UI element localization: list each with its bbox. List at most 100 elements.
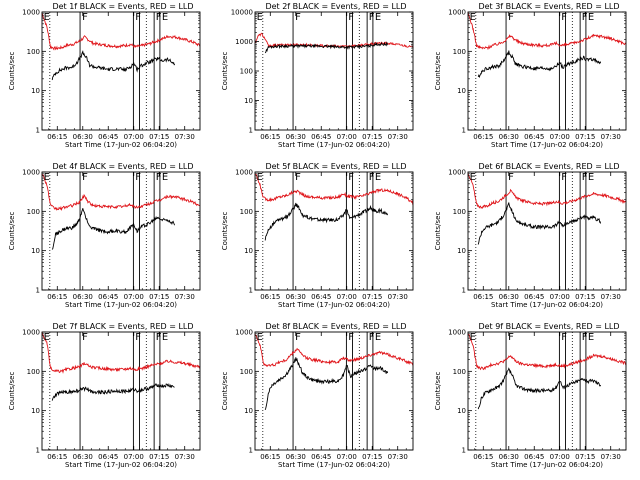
flag-label: F [348, 12, 354, 23]
flag-label: F [156, 172, 162, 183]
y-tick-label: 10 [457, 87, 466, 95]
plot-frame [467, 171, 627, 291]
y-tick-label: 10 [457, 407, 466, 415]
lld-series-line [467, 11, 627, 51]
x-axis-label: Start Time (17-Jun-02 06:04:20) [278, 141, 390, 149]
flag-label: E [44, 332, 50, 343]
chart-title: Det 7f BLACK = Events, RED = LLD [52, 322, 193, 331]
x-tick-label: 06:45 [311, 293, 331, 301]
x-tick-label: 07:15 [575, 133, 595, 141]
x-tick-label: 07:00 [124, 133, 144, 141]
y-tick-label: 100 [27, 208, 40, 216]
flag-label: F [508, 12, 514, 23]
lld-series-line [467, 172, 627, 209]
events-series-line [51, 50, 175, 81]
flag-label: E [162, 332, 168, 343]
x-tick-label: 06:30 [499, 133, 519, 141]
x-tick-label: 07:15 [575, 453, 595, 461]
flag-label: E [162, 172, 168, 183]
detector-panel: Det 5f BLACK = Events, RED = LLD E F F F E 1 10… [213, 160, 426, 320]
y-tick-label: 10 [31, 247, 40, 255]
x-axis-label: Start Time (17-Jun-02 06:04:20) [278, 301, 390, 309]
events-series-line [477, 367, 601, 410]
x-tick-label: 07:15 [575, 293, 595, 301]
detector-panel: Det 1f BLACK = Events, RED = LLD E F F F E 1 10… [0, 0, 213, 160]
x-tick-label: 07:30 [388, 453, 408, 461]
y-tick-label: 100 [240, 68, 253, 76]
flag-label: F [295, 12, 301, 23]
chart-title: Det 3f BLACK = Events, RED = LLD [478, 2, 619, 11]
x-tick-label: 07:15 [362, 453, 382, 461]
x-tick-label: 07:00 [337, 133, 357, 141]
x-tick-label: 07:30 [388, 293, 408, 301]
events-series-line [264, 41, 388, 54]
y-tick-label: 10 [244, 247, 253, 255]
y-tick-label: 1 [249, 127, 253, 135]
x-tick-label: 06:15 [260, 133, 280, 141]
y-tick-label: 100 [240, 208, 253, 216]
plot-frame [467, 331, 627, 451]
events-series-line [477, 50, 601, 79]
detector-panel: Det 8f BLACK = Events, RED = LLD E F F F E 1 10… [213, 320, 426, 480]
detector-panel: Det 9f BLACK = Events, RED = LLD E F F F E 1 10… [426, 320, 639, 480]
events-series-line [264, 202, 388, 241]
y-tick-label: 1000 [22, 9, 40, 17]
x-tick-label: 06:45 [524, 293, 544, 301]
x-tick-label: 07:00 [124, 453, 144, 461]
x-tick-label: 06:45 [311, 453, 331, 461]
y-tick-label: 1 [462, 127, 466, 135]
flag-label: E [44, 12, 50, 23]
events-series-line [477, 201, 601, 245]
y-tick-label: 10 [457, 247, 466, 255]
flag-label: F [582, 12, 588, 23]
y-tick-label: 1 [462, 287, 466, 295]
x-tick-label: 07:30 [601, 293, 621, 301]
detector-panel: Det 3f BLACK = Events, RED = LLD E F F F E 1 10… [426, 0, 639, 160]
flag-label: F [369, 172, 375, 183]
x-tick-label: 07:30 [175, 133, 195, 141]
x-tick-label: 06:45 [524, 133, 544, 141]
flag-label: E [162, 12, 168, 23]
x-tick-label: 07:00 [337, 293, 357, 301]
x-tick-label: 06:30 [73, 453, 93, 461]
x-tick-label: 06:15 [47, 133, 67, 141]
x-axis-label: Start Time (17-Jun-02 06:04:20) [65, 461, 177, 469]
flag-label: E [375, 12, 381, 23]
flag-label: E [588, 332, 594, 343]
x-tick-label: 06:45 [98, 453, 118, 461]
x-tick-label: 07:30 [601, 133, 621, 141]
flag-label: E [257, 172, 263, 183]
x-tick-label: 06:30 [286, 133, 306, 141]
y-tick-label: 100 [240, 368, 253, 376]
y-tick-label: 1 [36, 287, 40, 295]
flag-label: F [348, 172, 354, 183]
flag-label: F [582, 172, 588, 183]
flag-label: E [470, 172, 476, 183]
flag-label: E [257, 12, 263, 23]
flag-label: F [369, 12, 375, 23]
x-tick-label: 06:30 [286, 453, 306, 461]
flag-label: F [135, 332, 141, 343]
flag-label: E [44, 172, 50, 183]
flag-label: E [588, 12, 594, 23]
y-tick-label: 100 [453, 208, 466, 216]
chart-title: Det 8f BLACK = Events, RED = LLD [265, 322, 406, 331]
y-tick-label: 1000 [22, 329, 40, 337]
y-tick-label: 10 [244, 97, 253, 105]
lld-series-line [41, 12, 201, 51]
chart-title: Det 6f BLACK = Events, RED = LLD [478, 162, 619, 171]
x-axis-label: Start Time (17-Jun-02 06:04:20) [278, 461, 390, 469]
detector-panel: Det 7f BLACK = Events, RED = LLD E F F F E 1 10… [0, 320, 213, 480]
x-tick-label: 07:00 [550, 133, 570, 141]
x-axis-label: Start Time (17-Jun-02 06:04:20) [491, 461, 603, 469]
x-tick-label: 06:30 [73, 133, 93, 141]
y-tick-label: 1 [249, 287, 253, 295]
events-series-line [264, 357, 388, 411]
y-tick-label: 100 [453, 368, 466, 376]
x-axis-label: Start Time (17-Jun-02 06:04:20) [65, 141, 177, 149]
lld-series-line [254, 333, 414, 367]
